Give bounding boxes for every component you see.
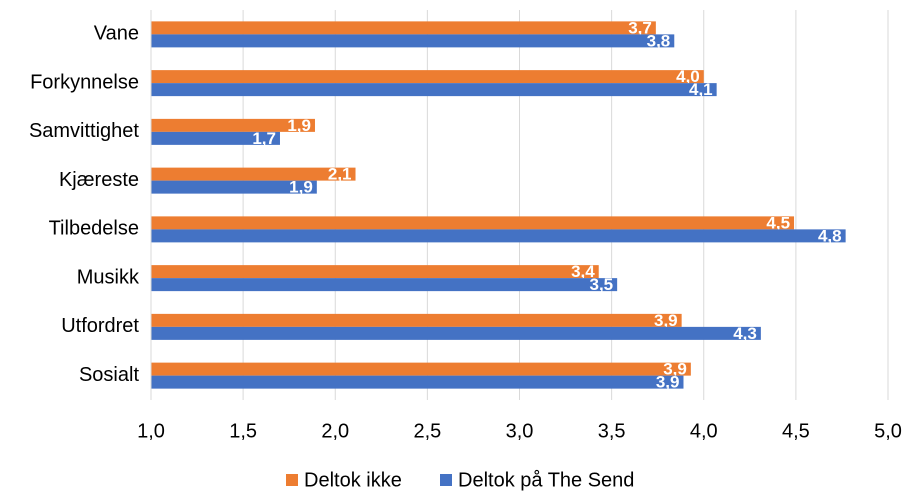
legend-label: Deltok ikke	[304, 469, 402, 491]
y-tick-label: Sosialt	[79, 364, 139, 386]
bar	[151, 21, 656, 35]
y-tick-label: Forkynnelse	[30, 71, 139, 93]
value-label: 3,9	[654, 311, 678, 330]
value-label: 1,9	[287, 116, 311, 135]
y-tick-label: Vane	[94, 23, 139, 45]
bar	[151, 362, 691, 376]
y-tick-label: Tilbedelse	[49, 218, 139, 240]
value-label: 4,3	[733, 324, 757, 343]
x-tick-label: 4,0	[690, 420, 718, 442]
bar	[151, 118, 315, 132]
value-label: 3,8	[647, 31, 671, 50]
value-label: 4,1	[689, 80, 713, 99]
x-tick-label: 3,0	[506, 420, 534, 442]
y-tick-label: Samvittighet	[29, 120, 139, 142]
legend-swatch	[286, 474, 298, 486]
x-tick-label: 3,5	[598, 420, 626, 442]
bar	[151, 326, 761, 340]
bar	[151, 278, 618, 292]
x-tick-label: 2,0	[321, 420, 349, 442]
bar	[151, 34, 675, 48]
x-tick-label: 2,5	[413, 420, 441, 442]
bar	[151, 83, 717, 97]
y-tick-label: Kjæreste	[59, 169, 139, 191]
bar	[151, 313, 682, 327]
value-label: 4,5	[766, 213, 790, 232]
y-tick-label: Utfordret	[61, 315, 139, 337]
bar	[151, 216, 795, 230]
bar	[151, 180, 317, 194]
value-label: 3,7	[628, 18, 652, 37]
x-tick-label: 4,5	[782, 420, 810, 442]
x-tick-label: 1,0	[137, 420, 165, 442]
value-label: 1,7	[252, 129, 276, 148]
value-label: 3,9	[656, 373, 680, 392]
legend-swatch	[440, 474, 452, 486]
bar	[151, 229, 846, 243]
value-label: 3,9	[663, 360, 687, 379]
legend-label: Deltok på The Send	[458, 469, 634, 491]
value-label: 3,4	[571, 262, 595, 281]
y-tick-label: Musikk	[77, 266, 140, 288]
value-label: 1,9	[289, 178, 313, 197]
bar	[151, 375, 684, 389]
bar	[151, 70, 704, 84]
value-label: 4,8	[818, 226, 842, 245]
value-label: 4,0	[676, 67, 700, 86]
value-label: 2,1	[328, 165, 352, 184]
bar	[151, 131, 280, 145]
x-tick-label: 5,0	[874, 420, 902, 442]
bar	[151, 265, 599, 279]
value-label: 3,5	[590, 275, 614, 294]
x-tick-label: 1,5	[229, 420, 257, 442]
bar	[151, 167, 356, 181]
